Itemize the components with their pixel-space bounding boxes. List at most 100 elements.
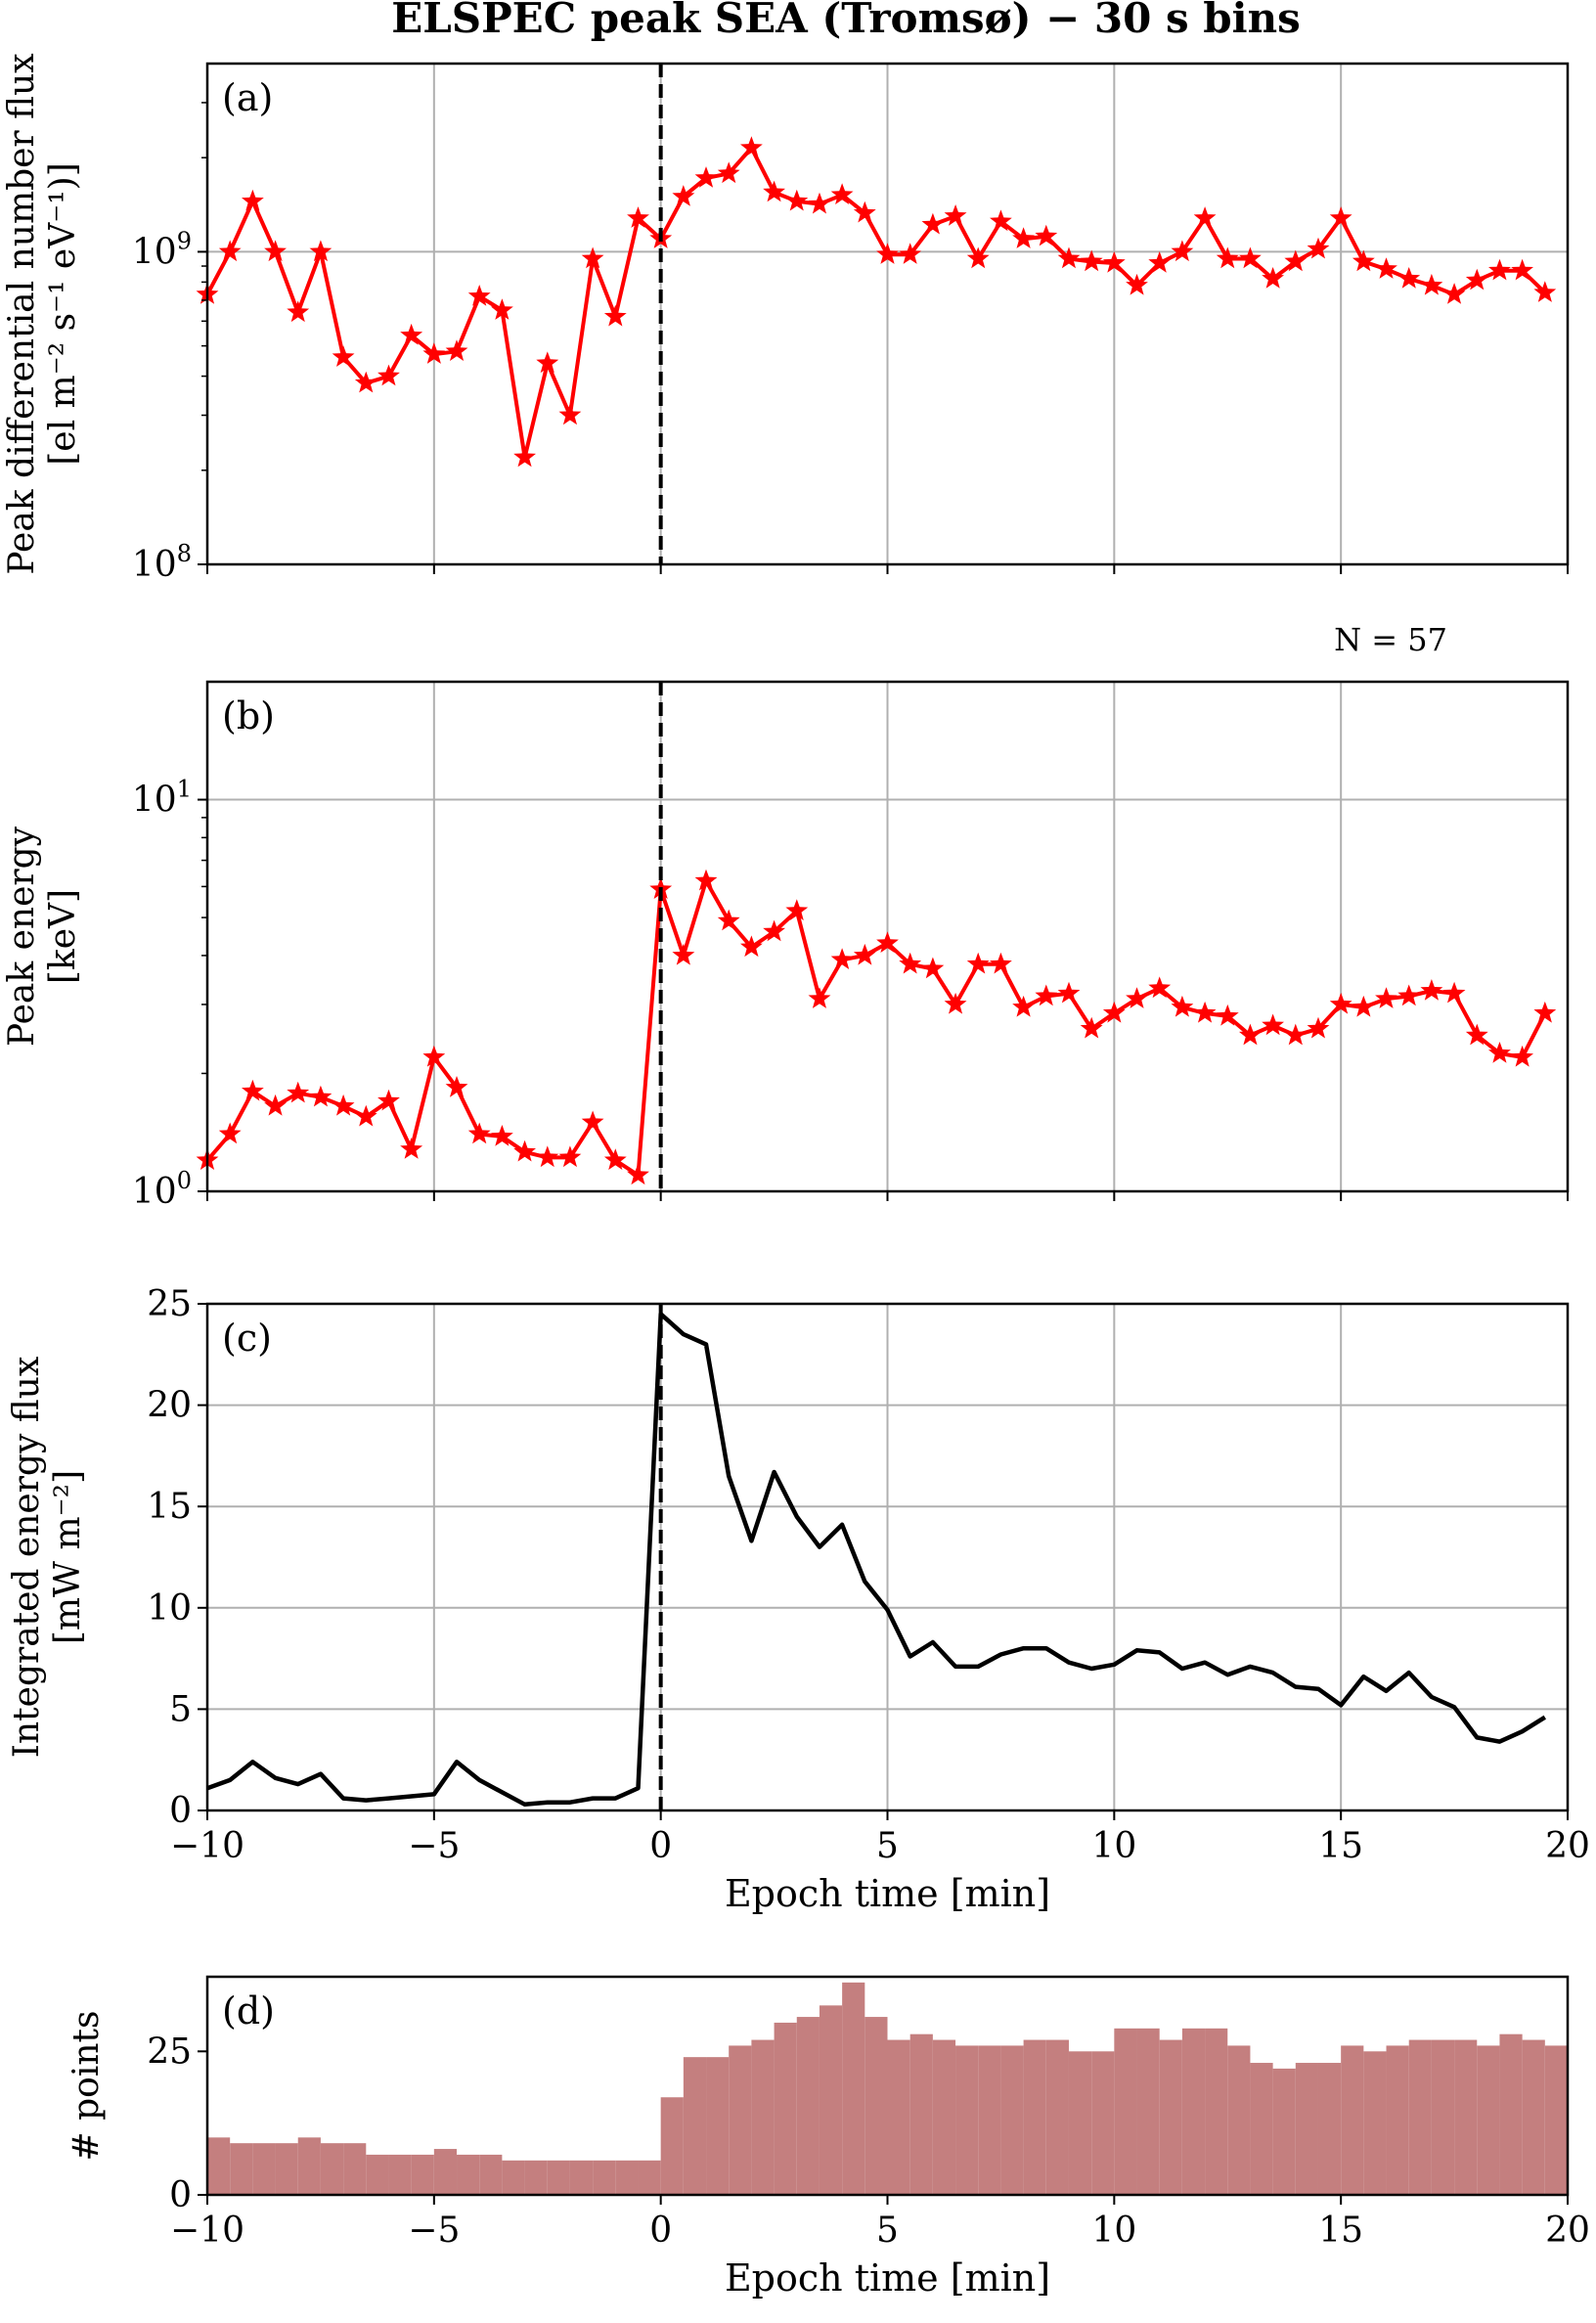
x-tick-label: 5 <box>876 2211 899 2251</box>
data-point-star <box>1080 249 1103 272</box>
data-point-star <box>1488 258 1511 281</box>
data-point-star <box>1057 246 1081 269</box>
data-point-star <box>1239 246 1262 269</box>
histogram-bar <box>366 2154 389 2195</box>
histogram-bar <box>842 1982 865 2195</box>
data-point-star <box>1284 1023 1308 1046</box>
histogram-bar <box>706 2057 730 2195</box>
histogram-bar <box>1477 2045 1500 2195</box>
histogram-bar <box>388 2154 412 2195</box>
x-tick-label: 10 <box>1091 1826 1136 1866</box>
data-point-star <box>921 957 945 979</box>
histogram-bar <box>1181 2028 1206 2195</box>
data-point-star <box>491 298 513 320</box>
data-point-star <box>445 1076 468 1097</box>
data-point-star <box>740 136 763 157</box>
data-point-star <box>944 992 967 1014</box>
data-point-star <box>377 1089 400 1111</box>
sample-count-label: N = 57 <box>1334 621 1447 658</box>
histogram-bar <box>1363 2051 1387 2195</box>
histogram-bar <box>1522 2039 1545 2195</box>
data-point-star <box>990 209 1012 232</box>
y-tick-label: 0 <box>169 2175 192 2215</box>
x-tick-label: −10 <box>170 2211 244 2251</box>
data-point-star <box>581 246 604 269</box>
data-point-star <box>763 180 785 202</box>
panels: 108 109 (a) Peak differential number flux[e… <box>2 53 1590 2300</box>
data-point-star <box>1465 1023 1488 1046</box>
histogram-bar <box>909 2033 933 2195</box>
data-point-star <box>264 1094 287 1116</box>
x-tick-label: 15 <box>1318 1826 1363 1866</box>
data-point-star <box>1442 981 1466 1004</box>
data-point-star <box>785 189 809 211</box>
data-point-star <box>672 185 695 206</box>
histogram-bar <box>1023 2039 1046 2195</box>
x-tick-label: 15 <box>1318 2211 1363 2251</box>
series-line <box>205 146 1547 460</box>
data-point-star <box>1307 237 1330 259</box>
data-point-star <box>1080 1016 1103 1039</box>
data-point-star <box>1057 981 1081 1004</box>
data-point-star <box>354 1104 377 1127</box>
data-point-star <box>830 183 854 204</box>
data-point-star <box>899 243 922 264</box>
histogram-bar <box>729 2045 752 2195</box>
x-axis-label: Epoch time [min] <box>725 2256 1050 2300</box>
data-point-star <box>242 189 264 211</box>
panel-a: 108 109 (a) Peak differential number flux[e… <box>2 53 1570 585</box>
histogram-bar <box>479 2154 503 2195</box>
x-tick-label: 0 <box>649 2211 672 2251</box>
histogram-bar <box>615 2160 639 2195</box>
histogram-bar <box>1227 2045 1251 2195</box>
histogram-bar <box>547 2160 570 2195</box>
histogram-bar <box>433 2149 458 2195</box>
data-point-star <box>491 1125 513 1146</box>
histogram-bar <box>1045 2039 1069 2195</box>
data-point-star <box>1193 206 1217 228</box>
histogram-bar <box>819 2005 843 2195</box>
data-point-star <box>763 919 785 942</box>
histogram-bar <box>297 2137 321 2195</box>
data-point-star <box>445 339 468 361</box>
data-point-star <box>1533 1001 1557 1023</box>
x-tick-label: 5 <box>876 1826 899 1866</box>
histogram-bar <box>207 2137 231 2195</box>
series-line <box>205 878 1547 1178</box>
y-tick-label: 101 <box>132 776 192 821</box>
x-axis-label: Epoch time [min] <box>725 1872 1050 1915</box>
data-point-star <box>242 1079 264 1101</box>
data-point-star <box>422 342 446 364</box>
data-point-star <box>354 371 377 393</box>
data-point-star <box>1352 249 1375 272</box>
data-point-star <box>1102 1001 1126 1023</box>
figure-title: ELSPEC peak SEA (Tromsø) − 30 s bins <box>391 0 1301 42</box>
data-point-star <box>966 246 990 269</box>
histogram-bar <box>320 2143 344 2195</box>
panel-c: −10 −5 0 5 10 15 20 0 5 10 15 20 25 (c) Integrated ene… <box>7 1284 1590 1915</box>
data-point-star <box>400 323 423 345</box>
y-tick-label: 10 <box>147 1588 192 1629</box>
data-point-star <box>672 943 695 965</box>
data-point-star <box>1420 273 1443 295</box>
histogram-bar <box>796 2017 820 2195</box>
data-point-star <box>1397 984 1421 1006</box>
data-point-star <box>830 948 854 969</box>
y-tick-label: 15 <box>147 1487 192 1527</box>
data-point-star <box>853 943 876 965</box>
histogram-bar <box>1159 2039 1182 2195</box>
histogram-bar <box>1250 2063 1273 2195</box>
data-point-star <box>1035 984 1058 1006</box>
histogram-bar <box>1341 2045 1364 2195</box>
data-point-star <box>966 952 990 974</box>
data-point-star <box>1216 1004 1239 1026</box>
y-axis-label: Peak energy[keV] <box>2 826 83 1047</box>
histogram-bar <box>275 2143 298 2195</box>
panel-label: (c) <box>222 1317 272 1360</box>
panel-b: 100 101 (b) Peak energy[keV] <box>2 680 1570 1212</box>
y-axis-label: Integrated energy flux[mW m⁻²] <box>7 1357 88 1758</box>
series-line <box>206 1312 1546 1808</box>
data-point-star <box>1307 1016 1330 1039</box>
histogram-bar <box>1431 2039 1455 2195</box>
